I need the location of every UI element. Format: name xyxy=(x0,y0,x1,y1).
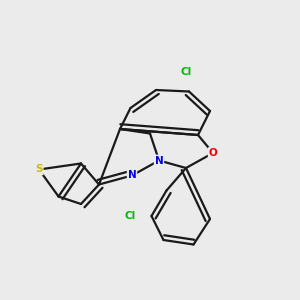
Text: Cl: Cl xyxy=(125,211,136,221)
Text: Cl: Cl xyxy=(180,67,192,77)
Text: S: S xyxy=(35,164,43,175)
Text: N: N xyxy=(128,170,136,181)
Text: N: N xyxy=(154,155,164,166)
Text: O: O xyxy=(208,148,217,158)
